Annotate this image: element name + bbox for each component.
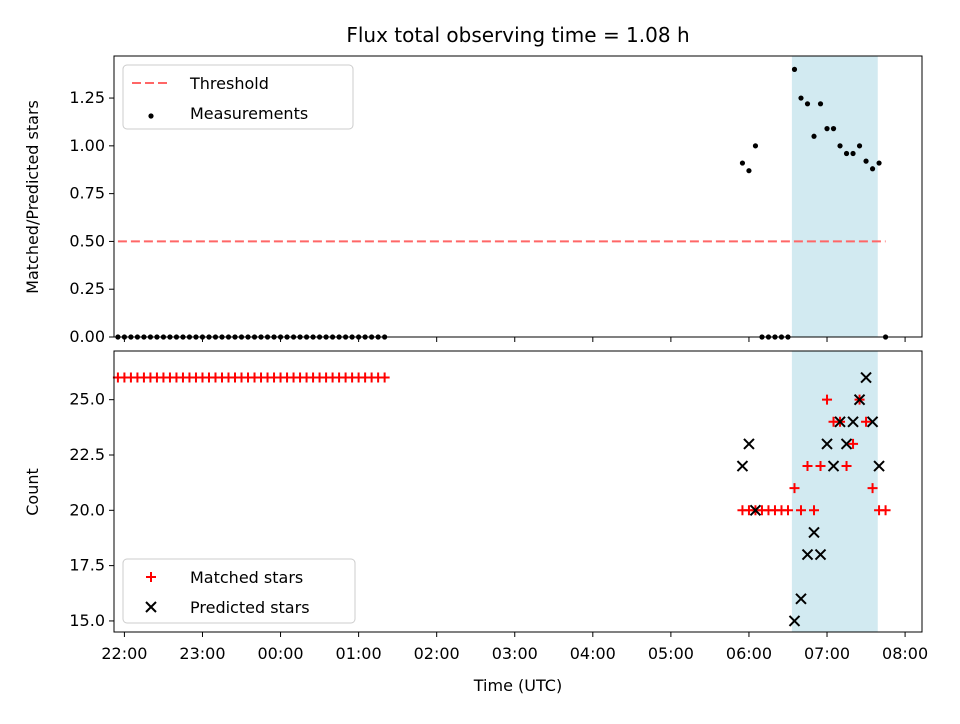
- x-axis-label: Time (UTC): [473, 676, 562, 695]
- predicted-star-point: [847, 416, 859, 428]
- measurement-point: [876, 160, 882, 166]
- predicted-star-point: [795, 593, 807, 605]
- series-predicted-stars: [736, 371, 885, 627]
- predicted-star-point: [749, 504, 762, 517]
- matched-star-point: [815, 461, 826, 472]
- matched-star-point: [809, 505, 820, 516]
- series-matched-stars: [112, 372, 891, 516]
- predicted-star-point: [808, 526, 820, 539]
- predicted-star-point: [834, 416, 846, 428]
- matched-star-point: [782, 505, 793, 516]
- x-tick-label: 04:00: [570, 644, 616, 663]
- measurement-point: [856, 143, 863, 149]
- predicted-star-point: [821, 438, 833, 450]
- measurement-point: [843, 150, 850, 157]
- x-tick-label: 02:00: [414, 644, 460, 663]
- y-tick-label: 17.5: [69, 556, 105, 575]
- matched-star-point: [795, 505, 806, 516]
- measurement-point: [817, 101, 824, 107]
- legend-label: Matched stars: [190, 568, 303, 587]
- predicted-star-point: [801, 548, 814, 561]
- x-tick-label: 01:00: [336, 644, 382, 663]
- shaded-interval: [791, 351, 878, 632]
- legend-matched-swatch: [146, 572, 156, 582]
- measurement-point: [824, 126, 830, 132]
- y-tick-label: 0.50: [69, 231, 105, 250]
- plot-layer: 0.00 0.25 0.50 0.75 1.00 1.25 Threshold Measure…: [69, 55, 928, 663]
- measurement-point: [746, 168, 752, 174]
- predicted-star-point: [840, 438, 853, 450]
- y-tick-label: 22.5: [69, 445, 105, 464]
- predicted-star-point: [866, 416, 879, 428]
- legend-measurement-swatch: [148, 113, 154, 119]
- y-tick-label: 0.75: [69, 184, 105, 203]
- predicted-star-point: [736, 460, 749, 472]
- matched-star-point: [861, 416, 872, 427]
- shaded-interval: [791, 56, 878, 337]
- matched-star-point: [848, 438, 859, 449]
- y-tick-label: 0.00: [69, 327, 105, 346]
- measurement-point: [804, 101, 811, 107]
- x-tick-label: 05:00: [648, 644, 694, 663]
- y-tick-label: 25.0: [69, 390, 105, 409]
- measurement-point: [811, 133, 817, 139]
- bottom-y-axis-label: Count: [23, 468, 42, 516]
- predicted-star-point: [743, 438, 755, 450]
- matched-star-point: [867, 483, 878, 494]
- legend-box: [122, 558, 356, 624]
- matched-star-point: [880, 505, 891, 516]
- legend-label: Measurements: [190, 104, 308, 123]
- measurement-point: [837, 143, 843, 149]
- x-tick-label: 00:00: [257, 644, 303, 663]
- measurement-point: [863, 158, 869, 164]
- x-tick-label: 08:00: [882, 644, 928, 663]
- x-tick-label: 03:00: [492, 644, 538, 663]
- x-tick-label: 22:00: [101, 644, 147, 663]
- y-tick-label: 15.0: [69, 611, 105, 630]
- y-tick-label: 1.25: [69, 88, 105, 107]
- measurement-point: [869, 166, 876, 172]
- chart-title: Flux total observing time = 1.08 h: [346, 23, 689, 47]
- predicted-star-point: [873, 460, 885, 472]
- matched-star-point: [841, 461, 852, 472]
- measurement-point: [791, 66, 798, 72]
- legend-predicted-swatch: [145, 601, 157, 613]
- matched-star-point: [379, 372, 390, 383]
- measurement-point: [739, 160, 746, 166]
- predicted-star-point: [853, 393, 866, 406]
- legend-label: Threshold: [189, 74, 269, 93]
- y-tick-label: 20.0: [69, 500, 105, 519]
- predicted-star-point: [860, 371, 872, 384]
- x-tick-label: 06:00: [726, 644, 772, 663]
- predicted-star-point: [814, 548, 827, 561]
- axes-frame: [113, 55, 923, 338]
- legend-label: Predicted stars: [190, 598, 310, 617]
- x-tick-label: 07:00: [804, 644, 850, 663]
- y-tick-label: 0.25: [69, 279, 105, 298]
- bottom-legend: Matched stars Predicted stars: [122, 558, 356, 624]
- matched-star-point: [802, 461, 813, 472]
- x-tick-label: 23:00: [179, 644, 225, 663]
- y-tick-label: 1.00: [69, 136, 105, 155]
- top-y-axis-label: Matched/Predicted stars: [23, 100, 42, 294]
- measurement-point: [798, 95, 804, 101]
- matched-star-point: [789, 483, 800, 494]
- axes-frame: [113, 350, 923, 633]
- matched-star-point: [822, 394, 833, 405]
- predicted-star-point: [788, 615, 801, 627]
- predicted-star-point: [827, 460, 840, 472]
- top-legend: Threshold Measurements: [122, 64, 354, 130]
- measurement-point: [830, 126, 837, 132]
- legend-box: [122, 64, 354, 130]
- measurement-point: [850, 150, 856, 157]
- measurement-point: [752, 143, 759, 149]
